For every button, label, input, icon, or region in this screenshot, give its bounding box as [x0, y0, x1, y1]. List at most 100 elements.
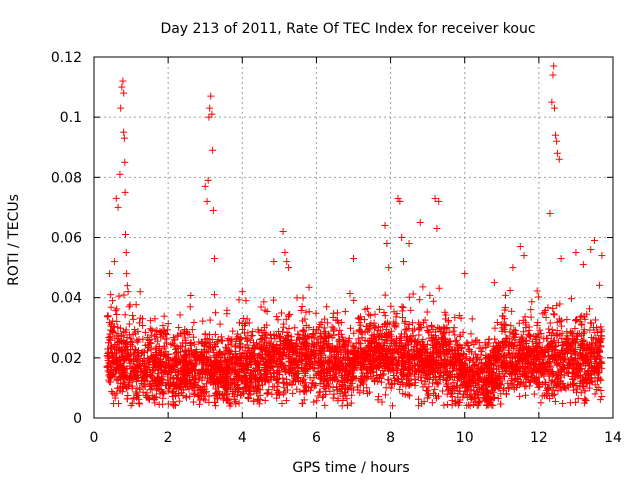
- data-point: [249, 327, 257, 335]
- data-point: [360, 316, 368, 324]
- x-tick-label: 6: [312, 430, 321, 446]
- data-point: [154, 370, 162, 378]
- y-tick-label: 0.04: [51, 291, 82, 307]
- y-tick-label: 0.02: [51, 351, 82, 367]
- data-point: [444, 401, 452, 409]
- data-point: [586, 305, 594, 313]
- x-tick-label: 2: [164, 430, 173, 446]
- data-point: [305, 283, 313, 291]
- data-point: [449, 327, 457, 335]
- data-point: [312, 309, 320, 317]
- data-point: [300, 396, 308, 404]
- x-tick-label: 8: [386, 430, 395, 446]
- y-tick-label: 0.06: [51, 231, 82, 247]
- data-point: [390, 308, 398, 316]
- data-point: [208, 335, 216, 343]
- x-tick-label: 10: [456, 430, 474, 446]
- data-point: [530, 390, 538, 398]
- data-point: [222, 343, 230, 351]
- data-point: [528, 298, 536, 306]
- data-point: [553, 302, 561, 310]
- data-point: [491, 335, 499, 343]
- data-point: [416, 296, 424, 304]
- data-point: [164, 326, 172, 334]
- data-point: [227, 340, 235, 348]
- data-point: [346, 290, 354, 298]
- data-point: [248, 332, 256, 340]
- data-point: [367, 320, 375, 328]
- data-point: [146, 317, 154, 325]
- data-point: [419, 283, 427, 291]
- data-point: [225, 395, 233, 403]
- data-point: [206, 316, 214, 324]
- data-point: [167, 341, 175, 349]
- x-axis-title: GPS time / hours: [292, 460, 409, 476]
- data-point: [431, 385, 439, 393]
- data-point: [216, 320, 224, 328]
- data-point: [459, 328, 467, 336]
- data-point: [300, 376, 308, 384]
- data-point: [204, 348, 212, 356]
- data-points: [103, 62, 606, 410]
- x-tick-label: 14: [604, 430, 622, 446]
- data-point: [257, 336, 265, 344]
- data-point: [536, 326, 544, 334]
- data-point: [518, 334, 526, 342]
- data-point: [310, 398, 318, 406]
- data-point: [113, 311, 121, 319]
- chart-title: Day 213 of 2011, Rate Of TEC Index for r…: [160, 21, 535, 37]
- data-point: [471, 350, 479, 358]
- data-point: [497, 321, 505, 329]
- data-point: [212, 402, 220, 410]
- data-point: [389, 354, 397, 362]
- data-point: [160, 344, 168, 352]
- data-point: [139, 315, 147, 323]
- data-point: [506, 287, 514, 295]
- data-point: [235, 399, 243, 407]
- data-point: [329, 383, 337, 391]
- data-point: [429, 297, 437, 305]
- data-point: [392, 313, 400, 321]
- x-tick-label: 4: [238, 430, 247, 446]
- data-point: [478, 359, 486, 367]
- data-point: [398, 307, 406, 315]
- data-point: [298, 303, 306, 311]
- data-point: [151, 315, 159, 323]
- data-point: [511, 327, 519, 335]
- data-point: [433, 394, 441, 402]
- data-point: [382, 384, 390, 392]
- data-point: [598, 326, 606, 334]
- data-point: [508, 307, 516, 315]
- data-point: [264, 389, 272, 397]
- data-point: [527, 306, 535, 314]
- data-point: [435, 284, 443, 292]
- data-point: [334, 378, 342, 386]
- y-tick-label: 0.1: [60, 110, 82, 126]
- y-tick-label: 0.08: [51, 170, 82, 186]
- y-tick-label: 0: [73, 411, 82, 427]
- data-point: [450, 324, 458, 332]
- data-point: [507, 322, 515, 330]
- data-point: [423, 308, 431, 316]
- data-point: [141, 328, 149, 336]
- data-point: [160, 312, 168, 320]
- data-point: [559, 400, 567, 408]
- data-point: [131, 326, 139, 334]
- data-point: [291, 324, 299, 332]
- data-point: [380, 370, 388, 378]
- data-point: [323, 303, 331, 311]
- data-point: [118, 331, 126, 339]
- data-point: [456, 333, 464, 341]
- data-point: [169, 339, 177, 347]
- data-point: [378, 398, 386, 406]
- data-point: [434, 323, 442, 331]
- data-point: [550, 311, 558, 319]
- data-point: [121, 311, 129, 319]
- data-point: [202, 388, 210, 396]
- x-tick-label: 12: [530, 430, 548, 446]
- data-point: [299, 399, 307, 407]
- data-point: [151, 399, 159, 407]
- data-point: [542, 314, 550, 322]
